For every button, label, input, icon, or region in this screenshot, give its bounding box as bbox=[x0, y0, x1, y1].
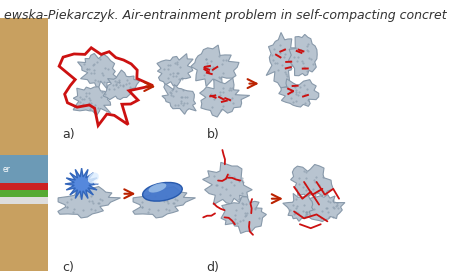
Bar bbox=[0, 155, 48, 183]
Ellipse shape bbox=[143, 182, 182, 201]
Polygon shape bbox=[162, 84, 196, 114]
Polygon shape bbox=[157, 54, 193, 86]
Polygon shape bbox=[58, 187, 120, 218]
Polygon shape bbox=[221, 197, 266, 233]
Polygon shape bbox=[200, 78, 250, 117]
Text: er: er bbox=[2, 165, 10, 174]
Polygon shape bbox=[291, 164, 333, 198]
Polygon shape bbox=[279, 79, 319, 107]
Text: b): b) bbox=[207, 128, 219, 141]
Ellipse shape bbox=[88, 172, 99, 184]
Bar bbox=[0, 183, 48, 190]
Ellipse shape bbox=[94, 179, 100, 185]
Polygon shape bbox=[191, 45, 239, 87]
Text: ewska-Piekarczyk. Air-entrainment problem in self-compacting concret: ewska-Piekarczyk. Air-entrainment proble… bbox=[4, 9, 447, 22]
Polygon shape bbox=[289, 34, 317, 76]
Polygon shape bbox=[202, 162, 252, 205]
Polygon shape bbox=[65, 168, 98, 200]
Polygon shape bbox=[73, 87, 111, 115]
Polygon shape bbox=[103, 70, 140, 100]
Polygon shape bbox=[283, 193, 313, 221]
Ellipse shape bbox=[148, 183, 166, 193]
Polygon shape bbox=[307, 195, 345, 222]
Text: a): a) bbox=[63, 128, 75, 141]
Text: c): c) bbox=[63, 261, 74, 274]
Polygon shape bbox=[133, 187, 195, 218]
Bar bbox=[0, 190, 48, 197]
Text: d): d) bbox=[207, 261, 219, 274]
Bar bbox=[0, 197, 48, 204]
Polygon shape bbox=[266, 33, 301, 88]
Bar bbox=[0, 18, 48, 272]
Polygon shape bbox=[78, 54, 120, 91]
